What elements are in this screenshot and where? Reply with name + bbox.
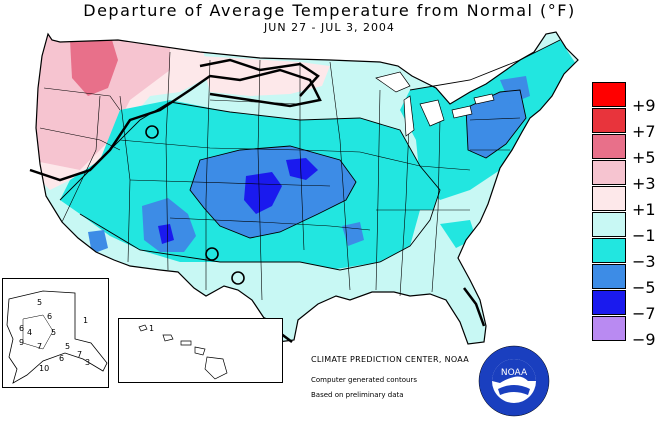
credit-computer-generated: Computer generated contours [311,376,417,384]
state-borders [39,51,521,301]
legend-swatch-minus5 [592,264,626,289]
fill-minus5-socal [88,230,108,254]
alaska-label-3: 6 [47,312,52,321]
hawaii-island-oahu [162,334,174,342]
fill-minus7-kansas [244,172,282,214]
alaska-label-8: 7 [37,342,42,351]
hawaii-map: 1 [138,324,228,380]
thin-contours [59,39,561,271]
fill-minus7-nebraska [286,158,318,180]
legend-swatch-plus9 [592,82,626,107]
legend-swatch-minus3 [592,238,626,263]
credit-cpc: CLIMATE PREDICTION CENTER, NOAA [311,355,470,364]
fill-plus1-plains [200,56,330,96]
legend-swatch-minus7 [592,290,626,315]
legend-label-plus9: +9 [632,96,656,115]
legend-swatch-plus7 [592,108,626,133]
alaska-label-1: 5 [37,298,42,307]
alaska-label-4: 6 [19,324,24,333]
alaska-label-10: 10 [39,364,49,373]
alaska-label-5: 5 [51,328,56,337]
legend-label-plus1: +1 [632,200,656,219]
legend-swatch-plus1 [592,186,626,211]
alaska-label-12: 7 [77,350,82,359]
legend-swatch-minus9 [592,316,626,341]
hawaii-island-big [204,356,228,380]
alaska-contour [22,314,54,350]
fill-plus5-idaho [70,40,118,96]
credit-preliminary: Based on preliminary data [311,391,404,399]
hawaii-island-maui [194,346,206,356]
us-outline [35,31,579,345]
legend [592,82,628,342]
hawaii-inset: 1 [118,318,283,383]
alaska-map: 5 1 6 6 5 4 9 7 5 10 3 7 6 [6,290,108,384]
map-date-range: JUN 27 - JUL 3, 2004 [264,21,395,34]
alaska-label-7: 9 [19,338,24,347]
hawaii-island-kauai [138,324,148,332]
alaska-label-9: 5 [65,342,70,351]
great-lakes [375,71,495,137]
legend-label-minus3: −3 [632,252,656,271]
legend-label-plus5: +5 [632,148,656,167]
legend-swatch-minus1 [592,212,626,237]
hawaii-label-1: 1 [149,324,154,333]
fill-minus5-newyork [500,76,530,104]
legend-label-minus5: −5 [632,278,656,297]
alaska-label-2: 1 [83,316,88,325]
legend-label-minus7: −7 [632,304,656,323]
alaska-label-13: 6 [59,354,64,363]
fill-minus7-newmexico [158,224,174,244]
alaska-label-6: 4 [27,328,32,337]
noaa-logo-text: NOAA [501,368,528,378]
legend-swatch-plus5 [592,134,626,159]
legend-label-plus3: +3 [632,174,656,193]
legend-label-minus9: −9 [632,330,656,349]
noaa-logo: NOAA [478,345,550,417]
noaa-logo-bird [492,359,536,383]
map-title: Departure of Average Temperature from No… [83,1,576,20]
alaska-inset: 5 1 6 6 5 4 9 7 5 10 3 7 6 [2,278,109,388]
closed-contours [145,125,245,285]
alaska-label-11: 3 [85,358,90,367]
noaa-logo-wave [498,385,530,395]
legend-label-minus1: −1 [632,226,656,245]
alaska-outline [6,290,108,384]
hawaii-island-molokai [180,340,192,346]
legend-label-plus7: +7 [632,122,656,141]
fill-minus5-pennsylvania [466,90,526,158]
fill-minus1-southeast [330,210,480,298]
legend-swatch-plus3 [592,160,626,185]
